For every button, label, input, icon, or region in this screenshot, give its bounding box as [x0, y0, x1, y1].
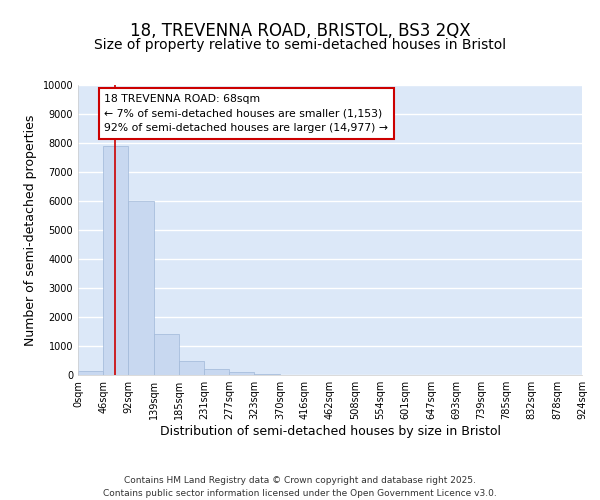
Text: Contains HM Land Registry data © Crown copyright and database right 2025.
Contai: Contains HM Land Registry data © Crown c… — [103, 476, 497, 498]
Text: Size of property relative to semi-detached houses in Bristol: Size of property relative to semi-detach… — [94, 38, 506, 52]
Bar — [103, 146, 128, 375]
Bar — [204, 369, 229, 375]
X-axis label: Distribution of semi-detached houses by size in Bristol: Distribution of semi-detached houses by … — [160, 425, 500, 438]
Bar — [154, 334, 179, 375]
Bar — [128, 201, 154, 375]
Y-axis label: Number of semi-detached properties: Number of semi-detached properties — [24, 114, 37, 346]
Bar — [179, 360, 204, 375]
Text: 18, TREVENNA ROAD, BRISTOL, BS3 2QX: 18, TREVENNA ROAD, BRISTOL, BS3 2QX — [130, 22, 470, 40]
Text: 18 TREVENNA ROAD: 68sqm
← 7% of semi-detached houses are smaller (1,153)
92% of : 18 TREVENNA ROAD: 68sqm ← 7% of semi-det… — [104, 94, 388, 134]
Bar — [229, 372, 254, 375]
Bar — [254, 374, 280, 375]
Bar — [78, 370, 103, 375]
